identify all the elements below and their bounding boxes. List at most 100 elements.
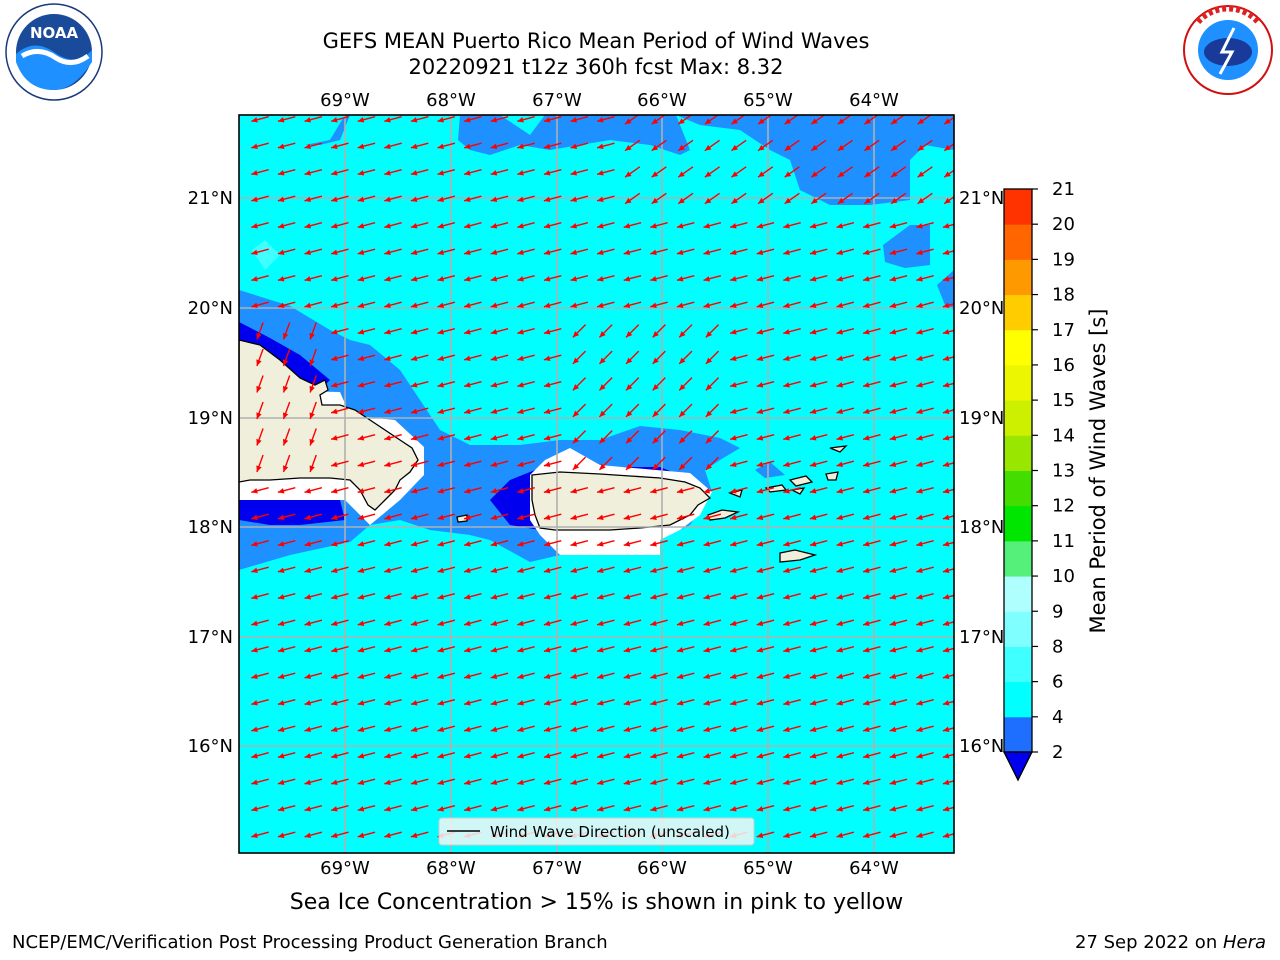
wave-arrow xyxy=(570,778,589,785)
map-frame xyxy=(238,114,955,854)
wave-arrow xyxy=(623,804,642,812)
wave-arrow xyxy=(703,725,722,732)
wave-arrow xyxy=(330,725,349,732)
wave-arrow xyxy=(942,647,954,653)
wave-arrow xyxy=(729,221,748,229)
wave-arrow xyxy=(330,301,349,308)
wave-arrow xyxy=(623,698,642,706)
wave-arrow xyxy=(596,221,615,229)
wave-arrow xyxy=(783,778,801,785)
wave-arrow xyxy=(783,831,801,838)
wave-arrow xyxy=(783,592,801,600)
wave-arrow xyxy=(623,486,642,494)
wave-arrow xyxy=(862,645,881,653)
wave-arrow xyxy=(890,166,907,178)
lat-labels-left: 21°N 20°N 19°N 18°N 17°N 16°N xyxy=(188,188,233,757)
wave-arrow xyxy=(517,513,535,520)
wave-arrow xyxy=(543,168,562,176)
wave-arrow xyxy=(729,486,748,494)
wave-arrow xyxy=(517,566,535,573)
wave-arrow xyxy=(943,142,954,152)
wave-arrow xyxy=(277,566,296,573)
wave-arrow xyxy=(942,541,954,547)
wave-arrow xyxy=(304,751,323,759)
wave-arrow xyxy=(889,513,908,520)
wave-arrow xyxy=(943,169,954,178)
wave-arrow xyxy=(596,725,615,732)
wave-arrow xyxy=(437,486,456,494)
wave-arrow xyxy=(572,430,587,444)
wave-arrow xyxy=(410,433,429,441)
wave-arrow xyxy=(256,454,264,473)
wave-arrow xyxy=(836,672,855,679)
wave-arrow xyxy=(596,274,615,282)
wave-arrow xyxy=(596,672,615,679)
wave-arrow xyxy=(384,301,402,308)
wave-arrow xyxy=(410,195,429,202)
wind-wave-direction-arrows xyxy=(251,115,954,838)
wave-arrow xyxy=(304,274,323,282)
wave-arrow xyxy=(277,804,296,812)
colorbar-tick-label: 6 xyxy=(1052,672,1063,693)
wave-arrow xyxy=(676,804,695,812)
wave-arrow xyxy=(410,380,429,388)
page-title: GEFS MEAN Puerto Rico Mean Period of Win… xyxy=(322,29,870,53)
wave-arrow xyxy=(836,592,855,600)
wave-arrow xyxy=(410,460,429,467)
wave-arrow xyxy=(572,456,587,471)
wave-arrow xyxy=(490,592,509,600)
wave-arrow xyxy=(256,348,264,367)
wave-arrow xyxy=(836,804,855,812)
wave-arrow xyxy=(756,513,775,520)
wave-arrow xyxy=(490,142,509,149)
wave-arrow xyxy=(889,672,908,679)
wave-arrow xyxy=(942,726,954,732)
colorbar-tick-label: 19 xyxy=(1052,249,1075,270)
wave-arrow xyxy=(809,698,828,706)
wave-arrow xyxy=(543,274,562,282)
wave-arrow xyxy=(625,350,640,365)
wave-arrow xyxy=(836,539,855,547)
wave-arrow xyxy=(651,166,667,178)
wave-arrow xyxy=(384,407,402,414)
wave-arrow xyxy=(543,142,562,149)
wave-arrow xyxy=(809,645,828,653)
wave-arrow xyxy=(490,725,509,732)
wave-arrow xyxy=(572,350,587,365)
lon-top-4: 65°W xyxy=(743,90,793,111)
colorbar-tick-label: 18 xyxy=(1052,285,1075,306)
wave-arrow xyxy=(330,380,349,388)
wave-arrow xyxy=(703,221,722,229)
wave-arrow xyxy=(731,139,747,152)
wave-arrow xyxy=(256,428,264,446)
wave-arrow xyxy=(652,456,666,471)
wave-arrow xyxy=(864,192,880,205)
wave-arrow xyxy=(304,248,323,255)
wave-arrow xyxy=(916,539,934,547)
wave-arrow xyxy=(862,804,881,812)
lat-left-1: 20°N xyxy=(188,298,233,319)
wave-arrow xyxy=(650,221,668,229)
footer-date-text: 27 Sep 2022 on xyxy=(1075,932,1223,953)
wave-arrow xyxy=(704,192,720,205)
wave-arrow xyxy=(277,115,296,123)
wave-arrow xyxy=(357,619,376,626)
wave-arrow xyxy=(836,460,855,467)
wave-arrow xyxy=(783,248,801,255)
wave-arrow xyxy=(517,804,535,812)
wave-arrow xyxy=(384,274,402,282)
wave-arrow xyxy=(357,195,376,202)
wave-arrow xyxy=(623,539,642,547)
wave-arrow xyxy=(357,513,376,520)
wave-arrow xyxy=(490,513,509,520)
wave-arrow xyxy=(864,139,880,152)
wave-arrow xyxy=(623,619,642,626)
wave-arrow xyxy=(437,248,456,255)
wave-arrow xyxy=(703,672,722,679)
wave-arrow xyxy=(277,142,296,149)
wave-arrow xyxy=(277,725,296,732)
wave-arrow xyxy=(304,645,323,653)
wave-arrow xyxy=(704,166,720,178)
wave-arrow xyxy=(330,327,349,335)
wave-arrow xyxy=(330,831,349,838)
